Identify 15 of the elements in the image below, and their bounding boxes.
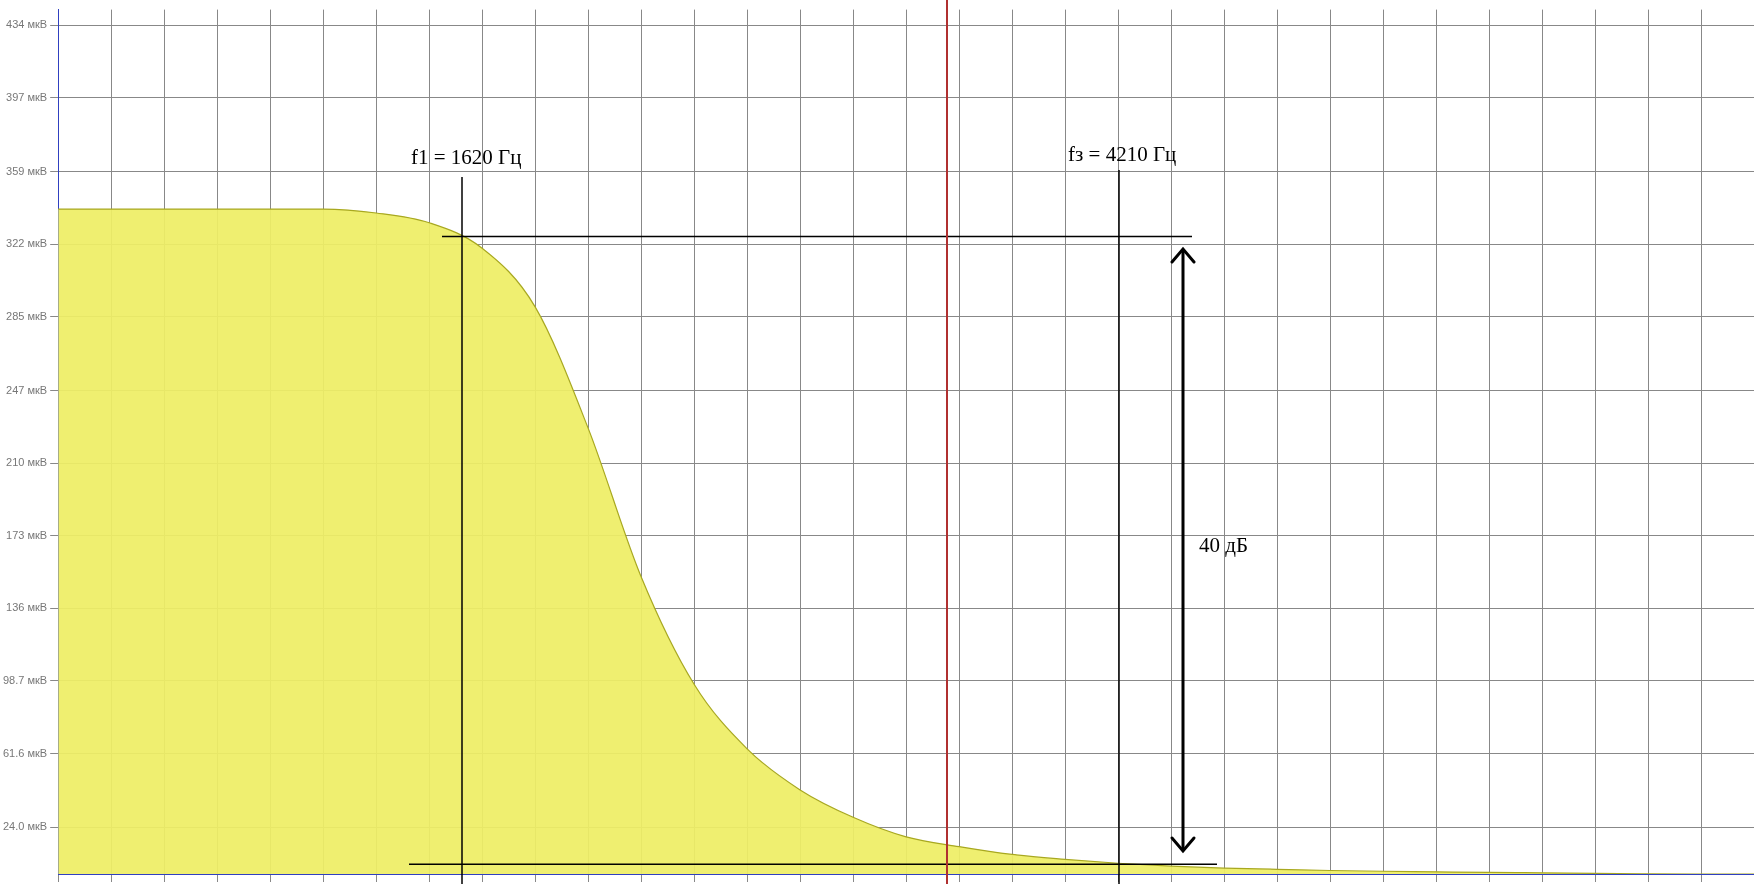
y-tick-label: 173 мкВ [6, 528, 48, 541]
y-tick-label: 359 мкВ [6, 164, 48, 177]
y-tick-label: 210 мкВ [6, 456, 48, 469]
annotation: fз = 4210 Гц [1068, 142, 1177, 167]
y-tick-label: 322 мкВ [6, 237, 48, 250]
y-tick-label: 24.0 мкВ [2, 820, 48, 833]
annotation: f1 = 1620 Гц [411, 145, 522, 170]
y-tick-label: 434 мкВ [6, 18, 48, 31]
y-tick-label: 285 мкВ [6, 309, 48, 322]
y-tick-label: 98.7 мкВ [2, 674, 48, 687]
y-tick-label: 247 мкВ [6, 383, 48, 396]
y-tick-label: 136 мкВ [6, 601, 48, 614]
y-tick-label: 397 мкВ [6, 90, 48, 103]
annotation: 40 дБ [1199, 533, 1248, 558]
y-tick-label: 61.6 мкВ [2, 746, 48, 759]
